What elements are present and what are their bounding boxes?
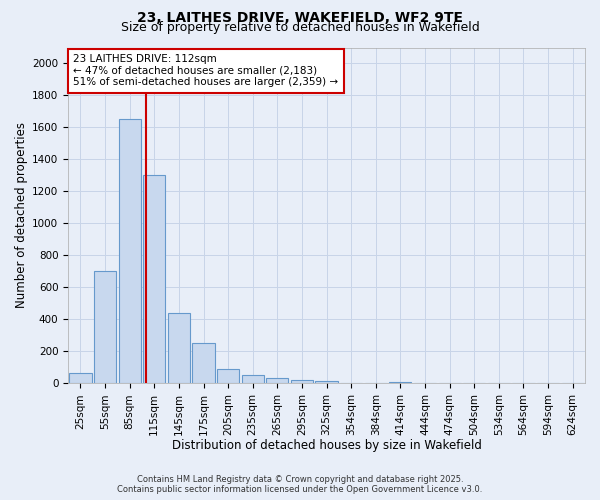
- Bar: [242, 374, 264, 384]
- Bar: [217, 369, 239, 384]
- Bar: [94, 272, 116, 384]
- X-axis label: Distribution of detached houses by size in Wakefield: Distribution of detached houses by size …: [172, 440, 482, 452]
- Text: 23 LAITHES DRIVE: 112sqm
← 47% of detached houses are smaller (2,183)
51% of sem: 23 LAITHES DRIVE: 112sqm ← 47% of detach…: [73, 54, 338, 88]
- Bar: [119, 120, 141, 384]
- Bar: [193, 342, 215, 384]
- Bar: [316, 381, 338, 384]
- Bar: [291, 380, 313, 384]
- Text: 23, LAITHES DRIVE, WAKEFIELD, WF2 9TE: 23, LAITHES DRIVE, WAKEFIELD, WF2 9TE: [137, 11, 463, 25]
- Bar: [143, 176, 166, 384]
- Bar: [340, 382, 362, 384]
- Text: Contains HM Land Registry data © Crown copyright and database right 2025.
Contai: Contains HM Land Registry data © Crown c…: [118, 474, 482, 494]
- Text: Size of property relative to detached houses in Wakefield: Size of property relative to detached ho…: [121, 21, 479, 34]
- Bar: [168, 313, 190, 384]
- Bar: [70, 373, 92, 384]
- Bar: [266, 378, 289, 384]
- Y-axis label: Number of detached properties: Number of detached properties: [15, 122, 28, 308]
- Bar: [389, 382, 412, 384]
